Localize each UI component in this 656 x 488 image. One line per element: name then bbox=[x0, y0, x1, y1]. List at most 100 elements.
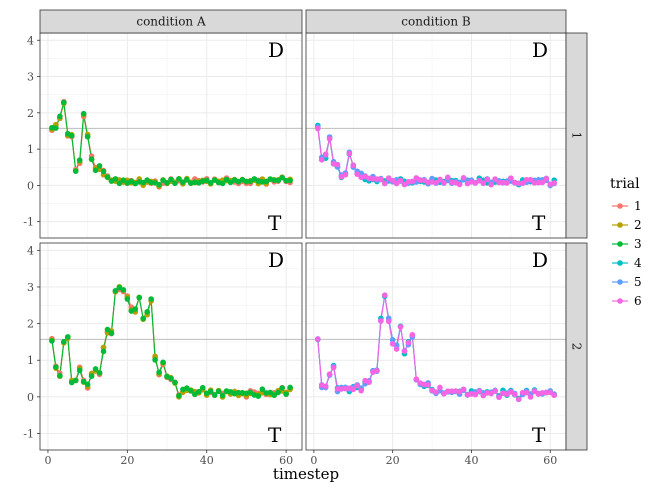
facet-strip-col bbox=[305, 9, 567, 34]
data-point bbox=[76, 367, 83, 374]
data-point bbox=[519, 389, 526, 396]
data-point bbox=[488, 181, 494, 188]
data-point bbox=[409, 332, 416, 338]
data-point bbox=[88, 373, 95, 379]
data-point bbox=[527, 176, 534, 183]
y-tick-label: 1 bbox=[27, 354, 34, 367]
data-point bbox=[259, 386, 266, 393]
data-point bbox=[211, 392, 218, 398]
data-point bbox=[279, 174, 285, 181]
data-point bbox=[219, 392, 226, 399]
x-tick-label: 60 bbox=[543, 454, 557, 467]
legend-label: 1 bbox=[634, 199, 642, 213]
x-tick-label: 40 bbox=[464, 454, 478, 467]
legend-key-point bbox=[617, 222, 623, 228]
data-point bbox=[346, 150, 353, 157]
legend-key-point bbox=[617, 279, 623, 285]
data-point bbox=[84, 133, 91, 140]
data-point bbox=[342, 171, 349, 178]
panel-background bbox=[306, 33, 566, 238]
data-point bbox=[460, 386, 467, 393]
panel-border bbox=[39, 242, 303, 451]
panel-background bbox=[40, 33, 302, 238]
panel: DT bbox=[305, 32, 567, 239]
data-point bbox=[172, 379, 178, 386]
legend-key-point bbox=[617, 241, 623, 247]
data-point bbox=[88, 156, 95, 162]
y-tick-label: 2 bbox=[27, 107, 34, 120]
data-point bbox=[322, 151, 329, 158]
data-point bbox=[358, 387, 364, 394]
data-point bbox=[389, 341, 396, 347]
data-point bbox=[366, 379, 372, 386]
data-point bbox=[49, 338, 55, 344]
data-point bbox=[104, 326, 111, 333]
annotation-top: D bbox=[268, 248, 284, 272]
x-tick-label: 0 bbox=[44, 454, 51, 467]
data-point bbox=[315, 336, 321, 342]
facet-strip-col-label: condition B bbox=[401, 15, 471, 29]
data-point bbox=[437, 384, 443, 391]
data-point bbox=[267, 389, 274, 396]
x-tick-label: 60 bbox=[279, 454, 293, 467]
data-point bbox=[413, 376, 420, 382]
data-point bbox=[441, 391, 447, 397]
y-tick-label: 4 bbox=[27, 34, 34, 47]
data-point bbox=[508, 175, 514, 181]
data-point bbox=[112, 287, 119, 294]
data-point bbox=[57, 113, 63, 120]
data-point bbox=[120, 287, 127, 293]
data-point bbox=[108, 330, 115, 336]
data-point bbox=[140, 315, 147, 322]
data-point bbox=[144, 309, 150, 315]
data-point bbox=[279, 385, 285, 391]
data-point bbox=[448, 388, 455, 394]
annotation-bottom: T bbox=[268, 211, 282, 235]
data-point bbox=[80, 110, 87, 117]
data-point bbox=[192, 391, 198, 398]
y-tick-label: -1 bbox=[23, 216, 34, 229]
data-point bbox=[531, 388, 538, 395]
data-point bbox=[523, 176, 530, 183]
data-point bbox=[515, 396, 522, 402]
data-point bbox=[168, 375, 174, 382]
data-point bbox=[389, 177, 396, 184]
data-point bbox=[315, 125, 321, 132]
data-point bbox=[283, 391, 289, 397]
data-point bbox=[492, 388, 498, 394]
data-point bbox=[527, 394, 534, 400]
data-point bbox=[160, 177, 166, 184]
annotation-top: D bbox=[268, 38, 284, 62]
data-point bbox=[480, 392, 487, 399]
data-point bbox=[519, 180, 526, 186]
data-point bbox=[397, 177, 404, 184]
data-point bbox=[255, 393, 262, 399]
y-tick-label: 1 bbox=[27, 143, 34, 156]
data-point bbox=[223, 176, 230, 183]
data-point bbox=[378, 176, 384, 183]
data-point bbox=[385, 318, 392, 325]
data-point bbox=[393, 346, 400, 352]
data-point bbox=[180, 179, 186, 186]
facet-strip-row bbox=[565, 242, 588, 451]
data-point bbox=[156, 369, 162, 376]
legend-key-point bbox=[617, 260, 623, 266]
data-point bbox=[381, 292, 388, 298]
data-point bbox=[61, 99, 67, 106]
data-point bbox=[100, 168, 107, 175]
data-point bbox=[350, 386, 357, 393]
annotation-bottom: T bbox=[532, 211, 546, 235]
data-point bbox=[492, 176, 498, 182]
data-point bbox=[92, 167, 99, 174]
y-tick-label: 4 bbox=[27, 244, 34, 257]
data-point bbox=[539, 179, 546, 186]
data-point bbox=[148, 296, 154, 302]
annotation-top: D bbox=[532, 248, 548, 272]
data-point bbox=[72, 377, 79, 384]
data-point bbox=[401, 181, 408, 188]
data-point bbox=[184, 385, 190, 391]
legend-label: 6 bbox=[634, 294, 642, 308]
x-tick-label: 20 bbox=[120, 454, 134, 467]
data-point bbox=[243, 178, 250, 185]
